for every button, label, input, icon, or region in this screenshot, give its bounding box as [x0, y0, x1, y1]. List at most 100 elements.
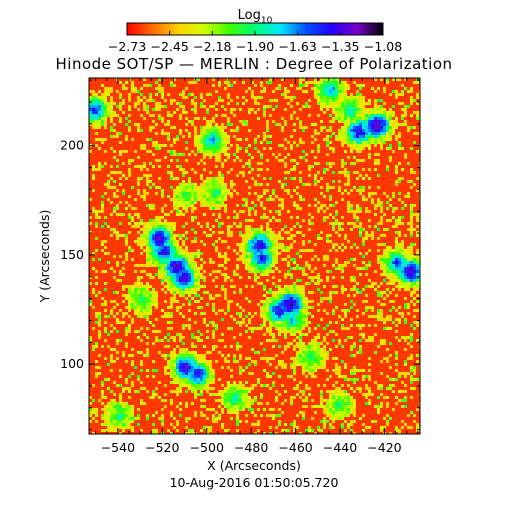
map-pixel [203, 375, 206, 378]
map-pixel [398, 390, 401, 393]
map-pixel [239, 372, 242, 375]
map-pixel [155, 411, 158, 414]
map-pixel [239, 312, 242, 315]
map-pixel [209, 297, 212, 300]
map-pixel [326, 354, 329, 357]
map-pixel [368, 114, 371, 117]
map-pixel [278, 315, 281, 318]
map-pixel [215, 327, 218, 330]
map-pixel [353, 135, 356, 138]
map-pixel [134, 198, 137, 201]
map-pixel [110, 147, 113, 150]
map-pixel [95, 117, 98, 120]
map-pixel [203, 387, 206, 390]
map-pixel [128, 324, 131, 327]
map-pixel [335, 84, 338, 87]
map-pixel [212, 231, 215, 234]
map-pixel [119, 213, 122, 216]
map-pixel [350, 369, 353, 372]
map-pixel [122, 267, 125, 270]
map-pixel [386, 126, 389, 129]
map-pixel [134, 330, 137, 333]
map-pixel [140, 387, 143, 390]
map-pixel [218, 96, 221, 99]
map-pixel [176, 387, 179, 390]
map-pixel [206, 150, 209, 153]
map-pixel [308, 321, 311, 324]
map-pixel [167, 288, 170, 291]
map-pixel [362, 144, 365, 147]
map-pixel [89, 111, 92, 114]
map-pixel [134, 105, 137, 108]
map-pixel [218, 309, 221, 312]
map-pixel [407, 105, 410, 108]
map-pixel [182, 327, 185, 330]
map-pixel [416, 114, 419, 117]
map-pixel [104, 339, 107, 342]
map-pixel [329, 147, 332, 150]
map-pixel [389, 249, 392, 252]
map-pixel [275, 123, 278, 126]
map-pixel [281, 309, 284, 312]
map-pixel [320, 96, 323, 99]
map-pixel [173, 294, 176, 297]
map-pixel [170, 267, 173, 270]
map-pixel [119, 201, 122, 204]
map-pixel [233, 216, 236, 219]
map-pixel [242, 393, 245, 396]
map-pixel [281, 93, 284, 96]
map-pixel [89, 108, 92, 111]
map-pixel [320, 90, 323, 93]
map-pixel [170, 246, 173, 249]
map-pixel [383, 102, 386, 105]
map-pixel [218, 159, 221, 162]
map-pixel [287, 309, 290, 312]
map-pixel [350, 276, 353, 279]
map-pixel [350, 222, 353, 225]
map-pixel [305, 360, 308, 363]
map-pixel [260, 237, 263, 240]
map-pixel [104, 246, 107, 249]
map-pixel [317, 357, 320, 360]
map-pixel [281, 249, 284, 252]
map-pixel [149, 255, 152, 258]
map-pixel [410, 378, 413, 381]
map-pixel [185, 384, 188, 387]
map-pixel [158, 216, 161, 219]
map-pixel [242, 387, 245, 390]
map-pixel [101, 381, 104, 384]
map-pixel [164, 246, 167, 249]
map-pixel [353, 258, 356, 261]
map-pixel [170, 312, 173, 315]
map-pixel [320, 318, 323, 321]
map-pixel [239, 108, 242, 111]
map-pixel [122, 417, 125, 420]
map-pixel [212, 120, 215, 123]
map-pixel [401, 261, 404, 264]
map-pixel [200, 384, 203, 387]
map-pixel [167, 246, 170, 249]
map-pixel [98, 111, 101, 114]
map-pixel [209, 207, 212, 210]
map-pixel [374, 162, 377, 165]
map-pixel [230, 195, 233, 198]
map-pixel [350, 108, 353, 111]
map-pixel [329, 102, 332, 105]
map-pixel [194, 186, 197, 189]
map-pixel [287, 375, 290, 378]
map-pixel [281, 294, 284, 297]
map-pixel [296, 360, 299, 363]
map-pixel [224, 132, 227, 135]
map-pixel [167, 279, 170, 282]
map-pixel [356, 315, 359, 318]
map-pixel [344, 120, 347, 123]
map-pixel [194, 102, 197, 105]
map-pixel [296, 354, 299, 357]
map-pixel [140, 294, 143, 297]
map-pixel [386, 111, 389, 114]
map-pixel [239, 159, 242, 162]
map-pixel [191, 189, 194, 192]
map-pixel [212, 204, 215, 207]
map-pixel [326, 216, 329, 219]
map-pixel [380, 372, 383, 375]
